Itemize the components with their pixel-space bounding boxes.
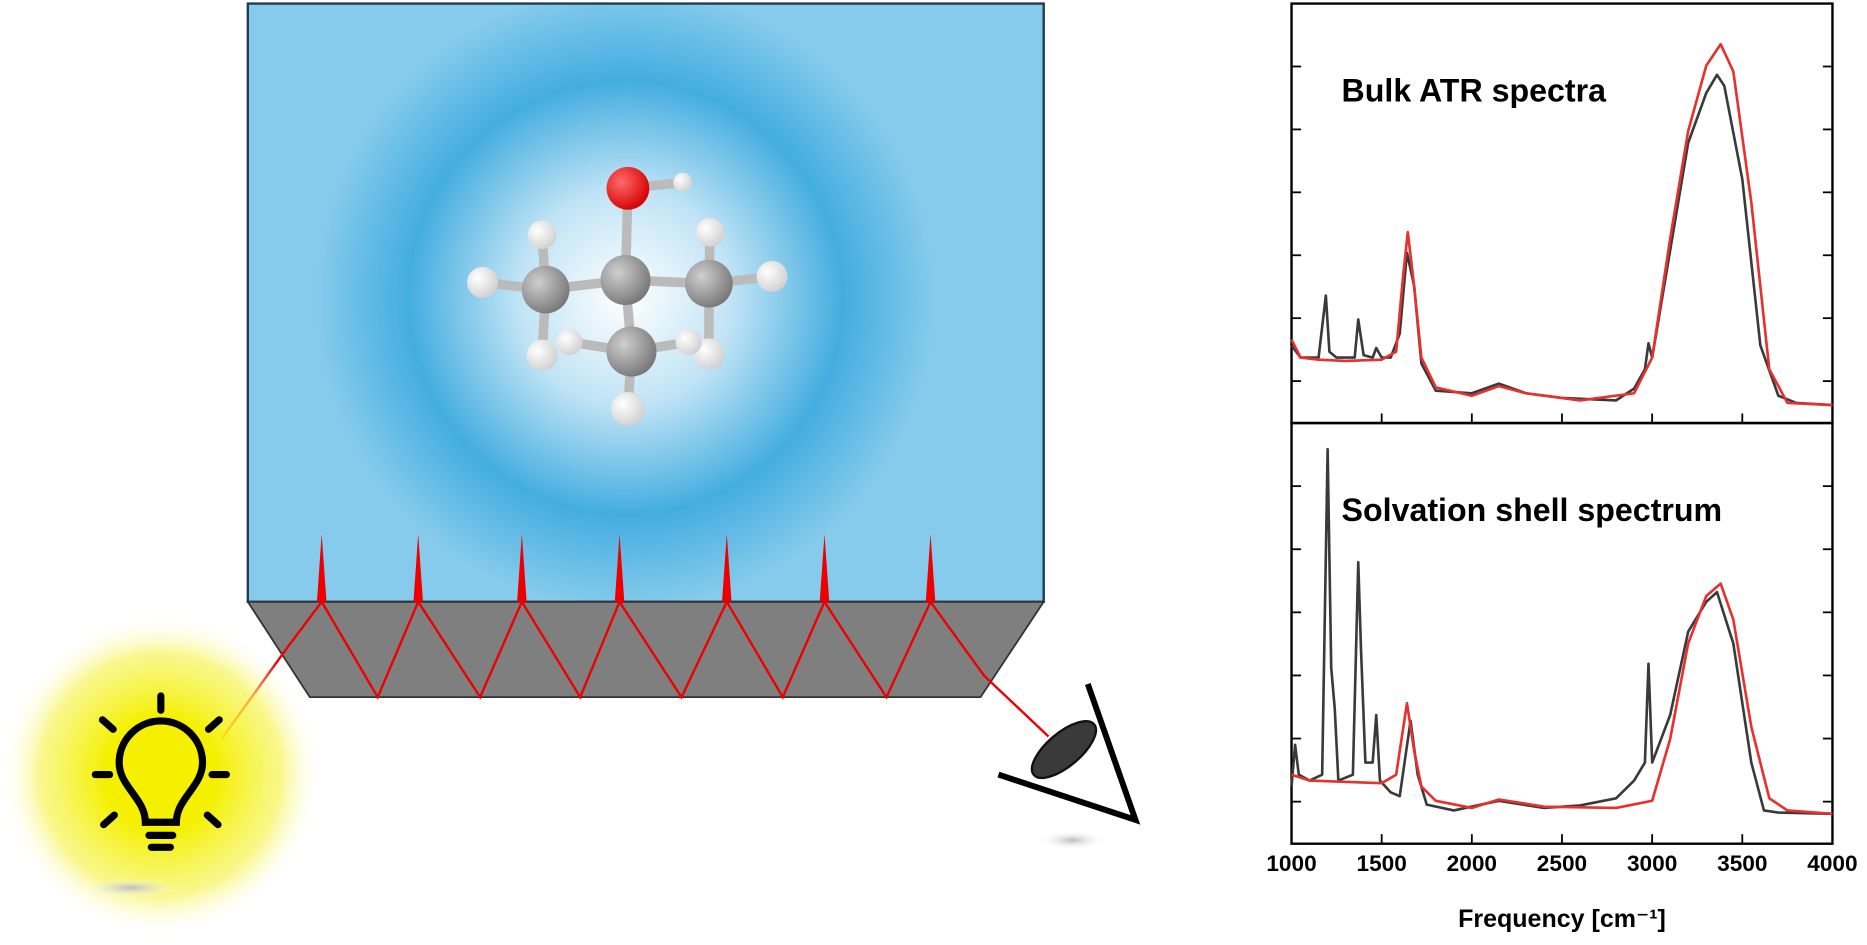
x-tick-label: 1000: [1266, 851, 1316, 876]
x-tick-label: 4000: [1807, 851, 1857, 876]
panel-title: Solvation shell spectrum: [1342, 492, 1723, 528]
x-tick-label: 3500: [1717, 851, 1767, 876]
x-tick-label: 1500: [1357, 851, 1407, 876]
molecule: [467, 166, 788, 426]
spectrum-line: [1290, 42, 1833, 407]
light-source: [0, 613, 322, 936]
panel-title: Bulk ATR spectra: [1342, 72, 1608, 108]
spectrum-line: [1290, 73, 1833, 407]
plot-frame: [1290, 421, 1834, 845]
x-tick-label: 3000: [1627, 851, 1677, 876]
sample-region: [246, 2, 1045, 603]
x-tick-label: 2500: [1537, 851, 1587, 876]
atr-crystal: [246, 600, 1046, 699]
evanescent-waves: [316, 533, 936, 602]
spectrum-line: [1291, 582, 1833, 816]
ir-beam: [220, 599, 1050, 740]
x-tick-label: 2000: [1447, 851, 1497, 876]
atr-diagram: [0, 2, 1141, 936]
spectra: Bulk ATR spectra Solvation shell spectrum…: [1266, 2, 1858, 933]
x-axis-label: Frequency [cm⁻¹]: [1458, 905, 1666, 933]
detector: [997, 683, 1141, 850]
